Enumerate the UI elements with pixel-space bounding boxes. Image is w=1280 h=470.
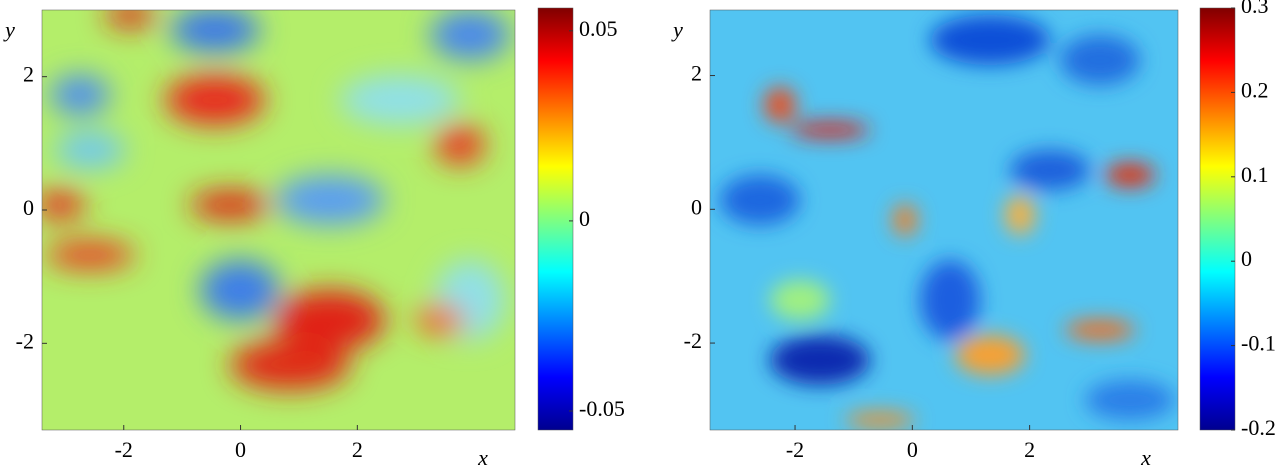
plot-frame bbox=[709, 9, 1179, 431]
y-tick-label: 0 bbox=[691, 194, 702, 219]
colorbar-tick-label: 0.05 bbox=[579, 16, 618, 41]
y-tick-label: -2 bbox=[684, 328, 702, 353]
colorbar-tick-label: -0.1 bbox=[1241, 331, 1276, 356]
x-axis-label: x bbox=[477, 445, 488, 470]
colorbar-tick-label: 0 bbox=[1241, 246, 1252, 271]
y-tick-label: 0 bbox=[23, 195, 34, 220]
colorbar bbox=[1199, 7, 1236, 431]
x-axis-label: x bbox=[1140, 445, 1151, 470]
colorbar-tick-label: 0.3 bbox=[1241, 0, 1269, 18]
colorbar-tick-label: -0.05 bbox=[579, 396, 625, 421]
colorbar-tick-label: 0.2 bbox=[1241, 77, 1269, 102]
field-left bbox=[42, 10, 515, 430]
plot-frame bbox=[41, 9, 516, 431]
field-right bbox=[710, 10, 1178, 430]
x-tick-label: 0 bbox=[907, 437, 918, 462]
y-axis-label: y bbox=[671, 17, 683, 42]
y-axis-label: y bbox=[3, 17, 15, 42]
y-tick-label: 2 bbox=[23, 62, 34, 87]
y-tick-label: 2 bbox=[691, 61, 702, 86]
x-tick-label: 0 bbox=[235, 437, 246, 462]
colorbar-tick-label: -0.2 bbox=[1241, 415, 1276, 440]
colorbar-tick-label: 0 bbox=[579, 206, 590, 231]
colorbar bbox=[537, 7, 574, 431]
x-tick-label: -2 bbox=[786, 437, 804, 462]
x-tick-label: -2 bbox=[115, 437, 133, 462]
x-tick-label: 2 bbox=[352, 437, 363, 462]
y-tick-label: -2 bbox=[16, 328, 34, 353]
x-tick-label: 2 bbox=[1024, 437, 1035, 462]
colorbar-tick-label: 0.1 bbox=[1241, 162, 1269, 187]
